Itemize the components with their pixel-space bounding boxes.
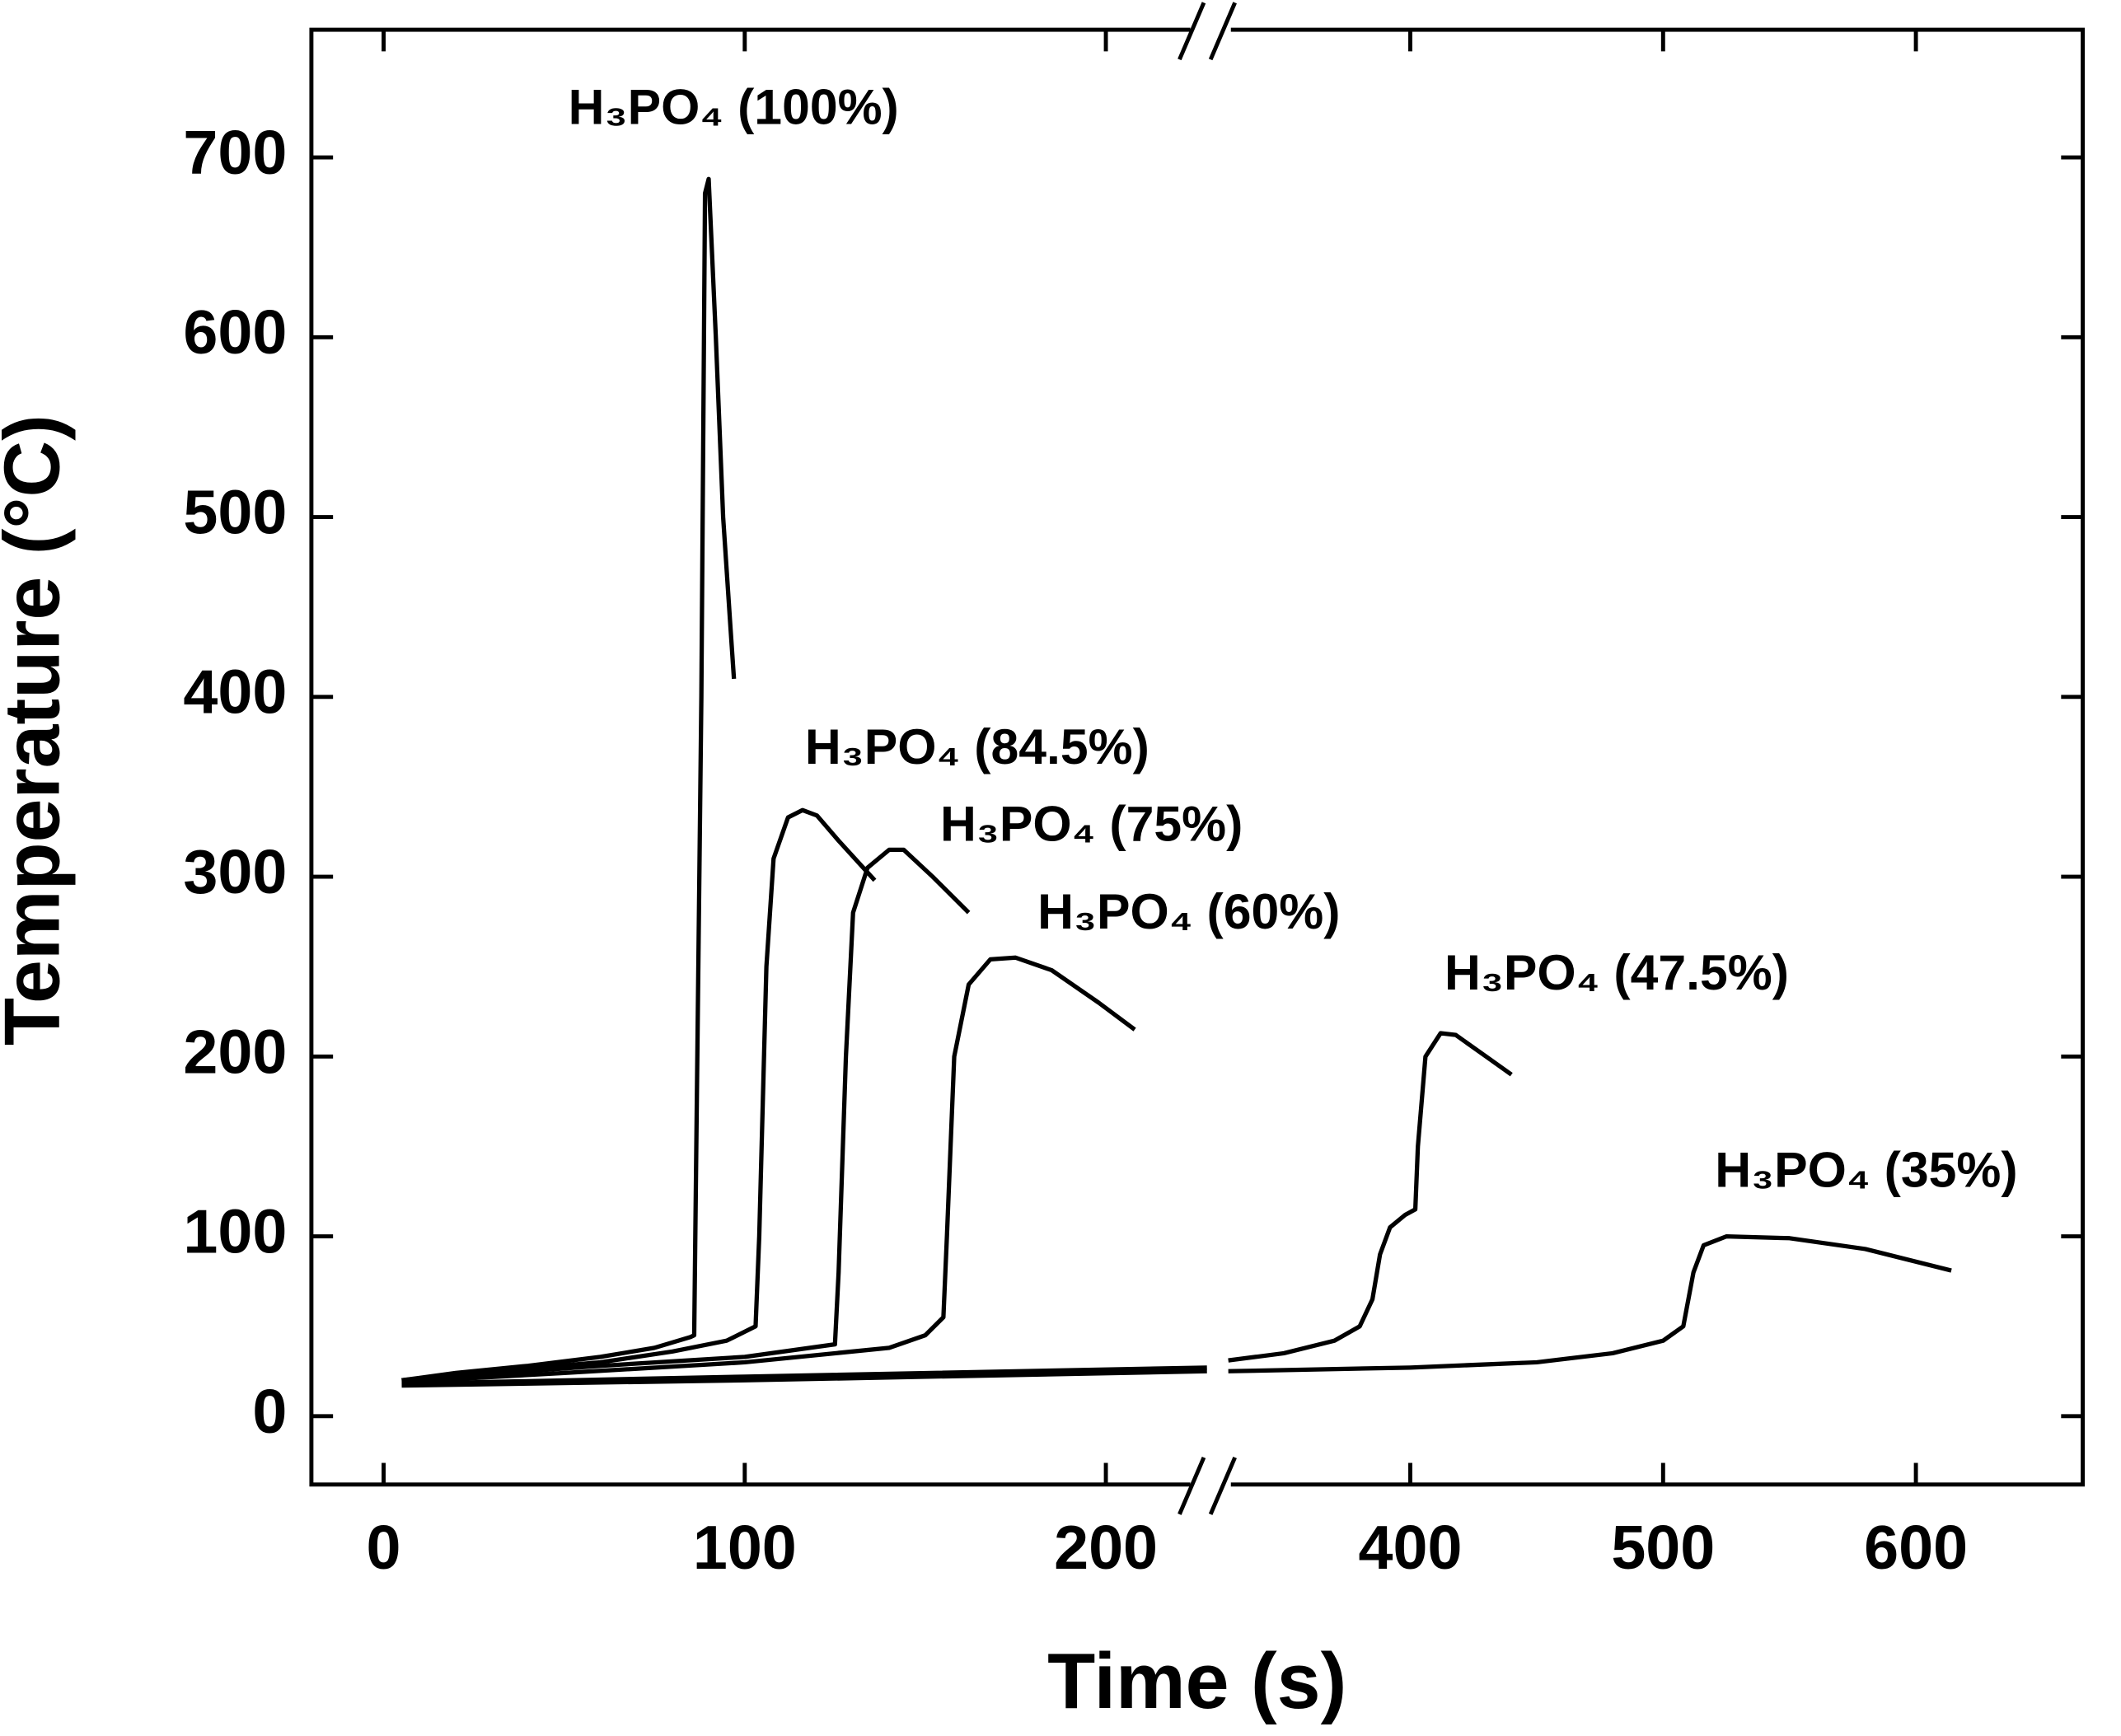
series-label: H₃PO₄ (84.5%) xyxy=(805,718,1149,774)
y-axis-title: Temperature (°C) xyxy=(0,414,77,1046)
series-label: H₃PO₄ (47.5%) xyxy=(1444,944,1789,1000)
y-tick-label: 600 xyxy=(183,297,287,367)
x-tick-label: 500 xyxy=(1611,1513,1715,1582)
y-tick-label: 400 xyxy=(183,657,287,727)
series-label: H₃PO₄ (60%) xyxy=(1037,883,1340,939)
series-label: H₃PO₄ (35%) xyxy=(1715,1141,2017,1197)
y-tick-label: 700 xyxy=(183,118,287,187)
y-tick-label: 300 xyxy=(183,837,287,906)
y-tick-label: 0 xyxy=(252,1377,287,1446)
y-tick-label: 200 xyxy=(183,1017,287,1086)
line-series xyxy=(401,1031,1513,1387)
line-series xyxy=(401,807,877,1383)
x-tick-label: 100 xyxy=(693,1513,797,1582)
y-tick-label: 500 xyxy=(183,478,287,547)
axis-break xyxy=(1178,2,1237,1515)
plot-frame xyxy=(309,27,2086,1487)
line-series xyxy=(401,176,737,1383)
line-series xyxy=(401,955,1136,1385)
line-series xyxy=(401,1234,1952,1388)
ticks: 0 100 200 400 500 600 0 100 200 300 400 500 600 700 xyxy=(183,30,2083,1582)
series-label: H₃PO₄ (75%) xyxy=(940,795,1243,851)
x-axis-title: Time (s) xyxy=(1047,1638,1346,1725)
y-tick-label: 100 xyxy=(183,1197,287,1266)
series-label: H₃PO₄ (100%) xyxy=(569,79,899,135)
x-tick-label: 0 xyxy=(367,1513,401,1582)
x-tick-label: 200 xyxy=(1054,1513,1158,1582)
line-series xyxy=(401,847,971,1383)
x-tick-label: 600 xyxy=(1864,1513,1968,1582)
x-tick-label: 400 xyxy=(1359,1513,1463,1582)
